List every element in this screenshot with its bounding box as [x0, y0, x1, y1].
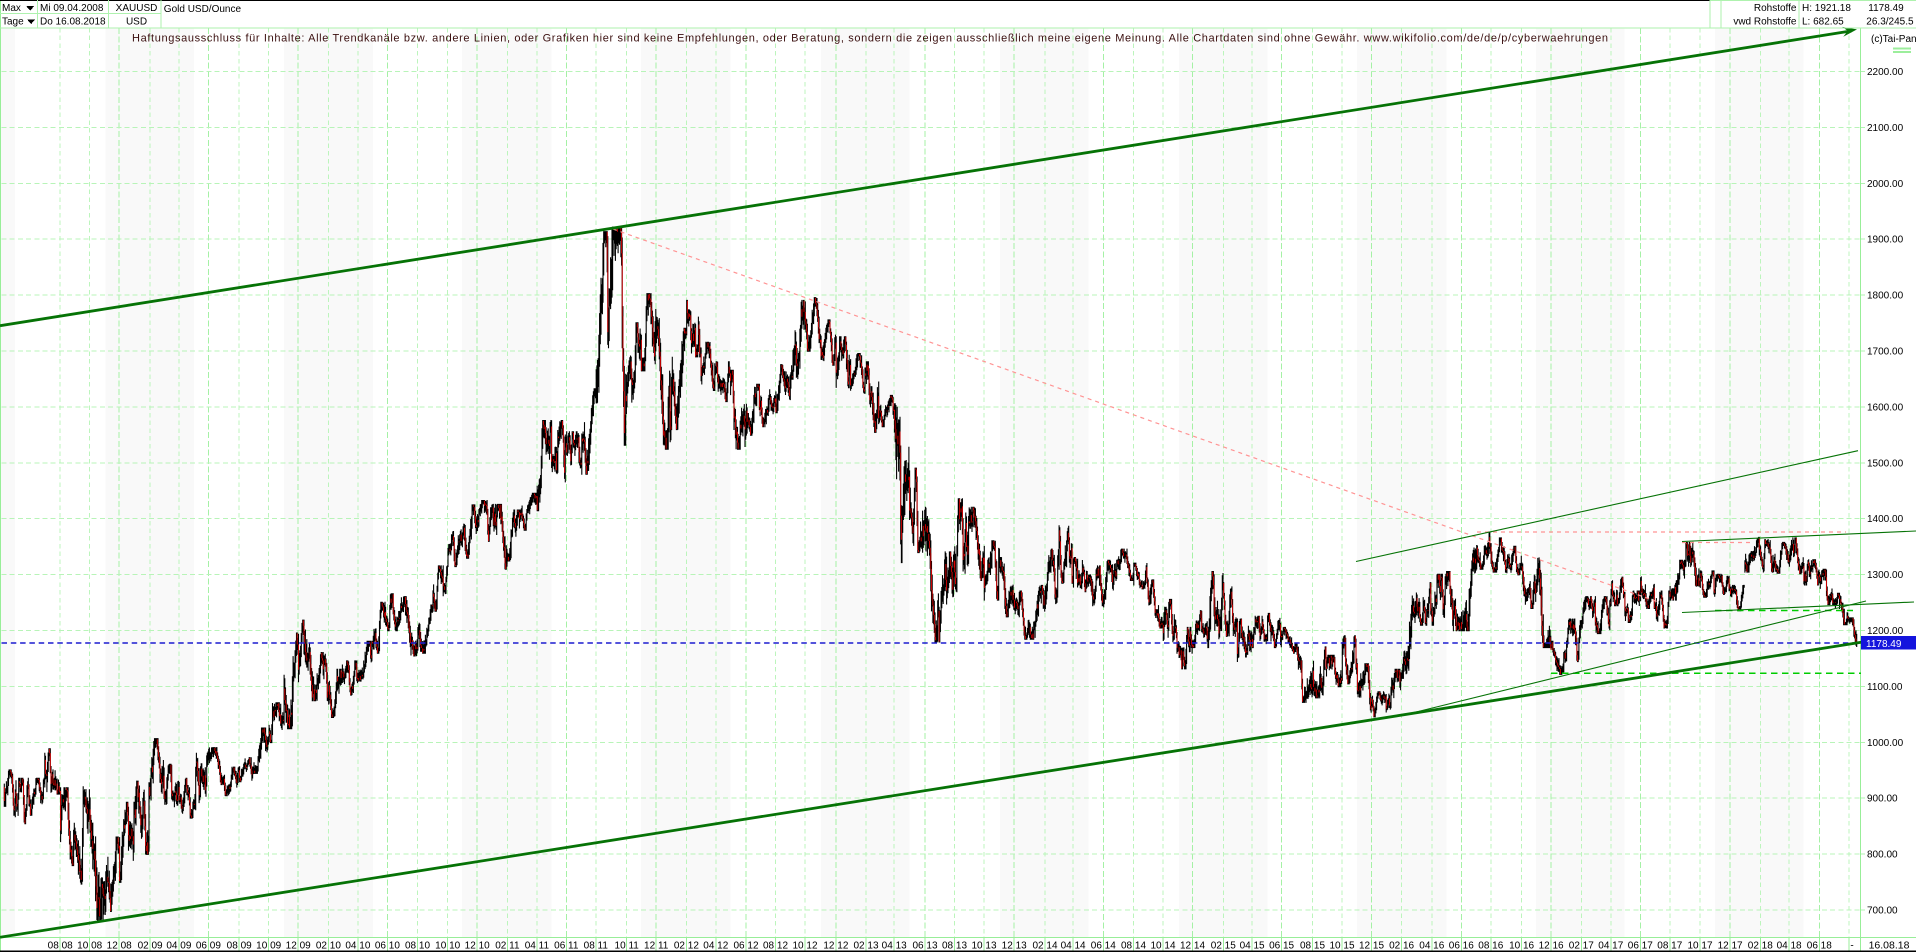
- svg-text:Haftungsausschluss für Inhalte: Haftungsausschluss für Inhalte: Alle Tre…: [132, 33, 1608, 45]
- svg-text:08 12: 08 12: [763, 941, 788, 952]
- svg-text:10 15: 10 15: [1329, 941, 1354, 952]
- svg-text:06 18: 06 18: [1807, 941, 1832, 952]
- svg-text:1400.00: 1400.00: [1867, 514, 1904, 525]
- svg-text:10 11: 10 11: [615, 941, 640, 952]
- svg-text:USD: USD: [126, 17, 147, 28]
- svg-text:04 18: 04 18: [1777, 941, 1802, 952]
- svg-text:02 18: 02 18: [1748, 941, 1773, 952]
- svg-text:08 14: 08 14: [1121, 941, 1146, 952]
- svg-text:06 17: 06 17: [1628, 941, 1653, 952]
- svg-text:10 17: 10 17: [1687, 941, 1712, 952]
- svg-text:08 17: 08 17: [1657, 941, 1682, 952]
- svg-text:1178.49: 1178.49: [1866, 639, 1902, 650]
- svg-text:2000.00: 2000.00: [1867, 179, 1904, 190]
- svg-text:06 15: 06 15: [1269, 941, 1294, 952]
- svg-text:04 09: 04 09: [166, 941, 191, 952]
- svg-text:08 16: 08 16: [1478, 941, 1503, 952]
- svg-text:26.3/245.5: 26.3/245.5: [1866, 17, 1914, 28]
- svg-text:L: 682.65: L: 682.65: [1802, 17, 1844, 28]
- svg-text:08 15: 08 15: [1300, 941, 1325, 952]
- svg-text:12 12: 12 12: [823, 941, 848, 952]
- svg-text:06 11: 06 11: [554, 941, 579, 952]
- svg-text:02 11: 02 11: [495, 941, 520, 952]
- svg-text:02 15: 02 15: [1211, 941, 1236, 952]
- svg-text:700.00: 700.00: [1867, 906, 1898, 917]
- svg-text:1500.00: 1500.00: [1867, 458, 1904, 469]
- svg-text:800.00: 800.00: [1867, 850, 1898, 861]
- svg-text:04 13: 04 13: [882, 941, 907, 952]
- svg-text:08 10: 08 10: [405, 941, 430, 952]
- svg-text:06 13: 06 13: [912, 941, 937, 952]
- svg-text:04 12: 04 12: [703, 941, 728, 952]
- svg-text:Rohstoffe: Rohstoffe: [1754, 3, 1797, 14]
- svg-text:1178.49: 1178.49: [1868, 3, 1904, 14]
- svg-text:12 10: 12 10: [465, 941, 490, 952]
- svg-text:12 11: 12 11: [644, 941, 669, 952]
- svg-text:10 13: 10 13: [971, 941, 996, 952]
- svg-text:12 15: 12 15: [1359, 941, 1384, 952]
- svg-text:12 14: 12 14: [1180, 941, 1205, 952]
- svg-text:10 16: 10 16: [1509, 941, 1534, 952]
- svg-text:1800.00: 1800.00: [1867, 291, 1904, 302]
- svg-text:(c)Tai-Pan: (c)Tai-Pan: [1871, 34, 1916, 45]
- svg-text:08 11: 08 11: [584, 941, 609, 952]
- svg-text:10 09: 10 09: [256, 941, 281, 952]
- svg-text:08 09: 08 09: [227, 941, 252, 952]
- svg-text:02 10: 02 10: [316, 941, 341, 952]
- svg-text:06 16: 06 16: [1449, 941, 1474, 952]
- svg-text:10 14: 10 14: [1150, 941, 1175, 952]
- svg-text:06 14: 06 14: [1091, 941, 1116, 952]
- svg-text:1200.00: 1200.00: [1867, 626, 1904, 637]
- svg-text:02 16: 02 16: [1389, 941, 1414, 952]
- svg-text:12 08: 12 08: [107, 941, 132, 952]
- svg-text:16.08.18: 16.08.18: [1869, 940, 1910, 952]
- svg-text:2200.00: 2200.00: [1867, 67, 1904, 78]
- svg-text:04 10: 04 10: [345, 941, 370, 952]
- svg-text:1900.00: 1900.00: [1867, 235, 1904, 246]
- svg-text:12 13: 12 13: [1002, 941, 1027, 952]
- svg-text:06 09: 06 09: [196, 941, 221, 952]
- svg-text:2100.00: 2100.00: [1867, 123, 1904, 134]
- svg-text:1700.00: 1700.00: [1867, 347, 1904, 358]
- svg-text:1300.00: 1300.00: [1867, 570, 1904, 581]
- svg-text:04 14: 04 14: [1061, 941, 1086, 952]
- svg-text:06 12: 06 12: [733, 941, 758, 952]
- svg-text:02 12: 02 12: [674, 941, 699, 952]
- svg-text:Mi 09.04.2008: Mi 09.04.2008: [40, 3, 104, 14]
- svg-text:900.00: 900.00: [1867, 794, 1898, 805]
- svg-text:08 08: 08 08: [48, 941, 73, 952]
- svg-text:XAUUSD: XAUUSD: [116, 3, 158, 14]
- svg-text:02 17: 02 17: [1569, 941, 1594, 952]
- svg-text:1000.00: 1000.00: [1867, 738, 1904, 749]
- svg-text:1600.00: 1600.00: [1867, 402, 1904, 413]
- svg-text:12 17: 12 17: [1718, 941, 1743, 952]
- svg-text:10 12: 10 12: [792, 941, 817, 952]
- svg-text:Do 16.08.2018: Do 16.08.2018: [40, 17, 106, 28]
- svg-text:04 15: 04 15: [1240, 941, 1265, 952]
- svg-text:04 16: 04 16: [1419, 941, 1444, 952]
- svg-text:02 13: 02 13: [853, 941, 878, 952]
- svg-text:02 09: 02 09: [138, 941, 163, 952]
- svg-text:H: 1921.18: H: 1921.18: [1802, 3, 1851, 14]
- svg-text:vwd Rohstoffe: vwd Rohstoffe: [1733, 17, 1797, 28]
- svg-text:1100.00: 1100.00: [1867, 682, 1903, 693]
- svg-text:06 10: 06 10: [375, 941, 400, 952]
- svg-text:Max: Max: [2, 3, 21, 14]
- svg-text:02 14: 02 14: [1032, 941, 1057, 952]
- svg-text:12 16: 12 16: [1539, 941, 1564, 952]
- svg-text:-: -: [1850, 941, 1853, 952]
- svg-text:10 08: 10 08: [77, 941, 102, 952]
- svg-text:Gold USD/Ounce: Gold USD/Ounce: [164, 4, 242, 15]
- svg-text:04 17: 04 17: [1598, 941, 1623, 952]
- svg-text:10 10: 10 10: [435, 941, 460, 952]
- svg-text:12 09: 12 09: [286, 941, 311, 952]
- svg-text:08 13: 08 13: [942, 941, 967, 952]
- svg-text:Tage: Tage: [2, 17, 24, 28]
- svg-text:04 11: 04 11: [525, 941, 550, 952]
